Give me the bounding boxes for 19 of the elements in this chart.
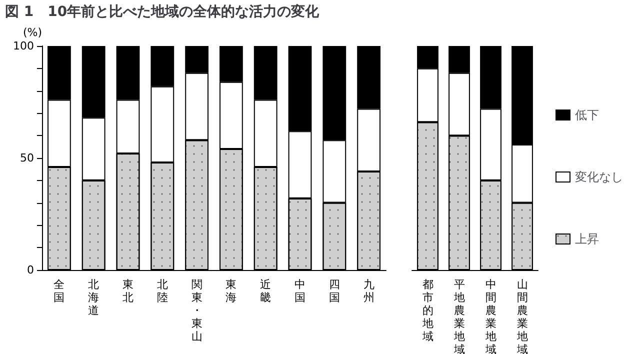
x-tick-label: 東海 (226, 278, 237, 304)
x-tick-label: 関東・東山 (191, 278, 202, 343)
x-tick-label: 中国 (294, 278, 306, 304)
x-tick-label: 東北 (122, 278, 134, 304)
x-tick-label: 近畿 (260, 278, 272, 304)
x-tick-label: 北陸 (156, 278, 168, 304)
legend-label: 上昇 (575, 232, 599, 246)
legend-label: 変化なし (575, 170, 623, 184)
x-tick-label: 都市的地域 (421, 278, 434, 343)
legend-label: 低下 (575, 108, 599, 122)
x-tick-label: 全国 (54, 278, 65, 304)
chart-title: 図 1 10年前と比べた地域の全体的な活力の変化 (5, 3, 320, 20)
y-tick-label: 50 (20, 152, 34, 164)
y-axis-title: (%) (22, 26, 42, 39)
x-tick-label: 四国 (328, 278, 340, 304)
y-tick-label: 100 (13, 40, 34, 52)
y-tick-label: 0 (27, 264, 34, 276)
x-tick-label: 北海道 (88, 278, 100, 317)
x-tick-label: 九州 (363, 278, 374, 304)
